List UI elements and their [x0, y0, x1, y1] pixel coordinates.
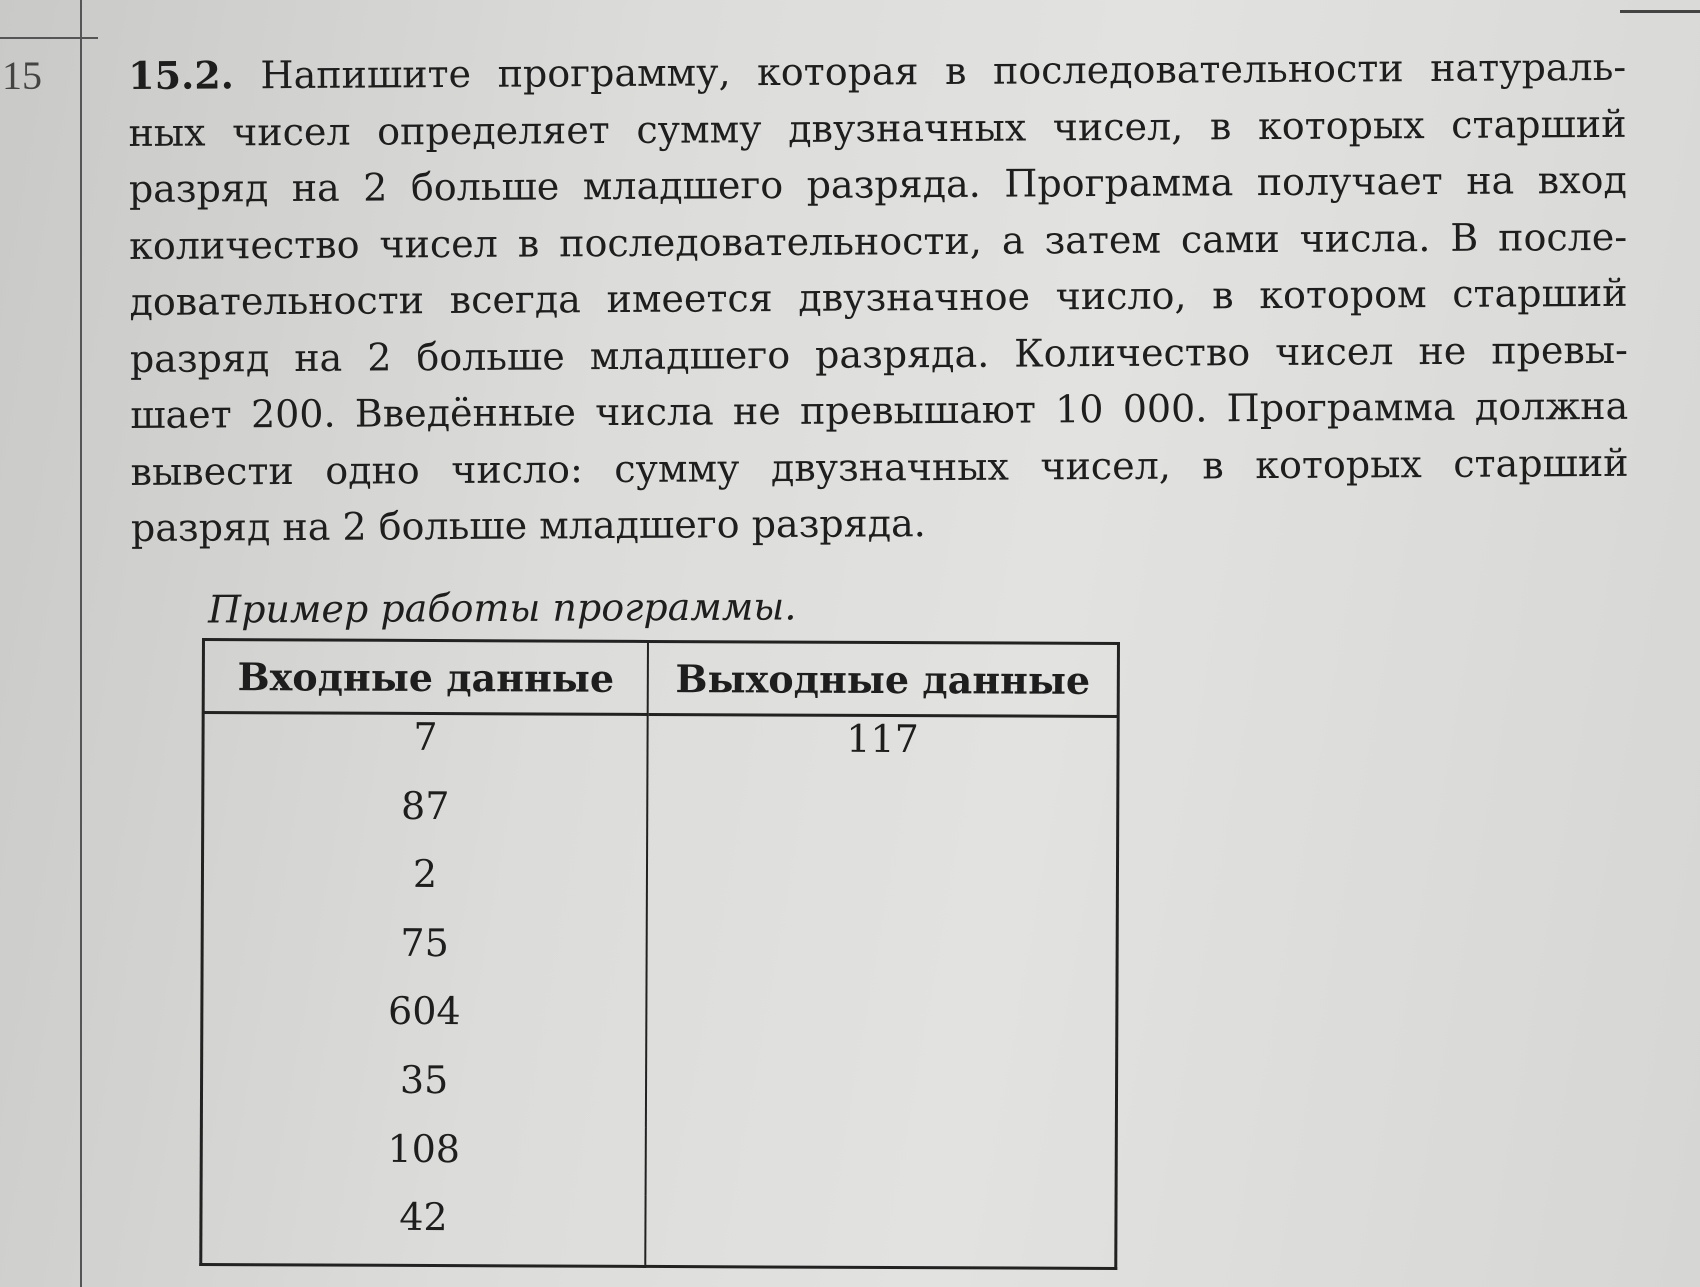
table-row: 7 117 [202, 712, 1119, 1269]
input-cell: 7 [202, 712, 648, 785]
table-header-row: Входные данные Выходные данные [203, 639, 1119, 717]
task-text: 15.2. Напишите программу, которая в посл… [128, 39, 1629, 557]
task-line: ных чисел определяет сумму двузначных чи… [128, 101, 1627, 155]
input-cell: 604 [201, 988, 647, 1059]
output-cell: 117 [645, 714, 1119, 1269]
section-number: 15 [2, 53, 42, 98]
task-line: вывести одно число: сумму двузначных чис… [130, 440, 1629, 494]
task-line: разряд на 2 больше младшего разряда. Про… [128, 157, 1627, 211]
header-output: Выходные данные [647, 641, 1119, 717]
task-line: довательности всегда имеется двузначное … [129, 270, 1628, 324]
margin-rule [80, 0, 82, 1287]
task-line: разряд на 2 больше младшего разряда. Кол… [129, 327, 1629, 381]
margin-rule-top [0, 37, 98, 39]
input-cell: 35 [201, 1056, 647, 1128]
task-line: разряд на 2 больше младшего разряда. [130, 501, 926, 550]
example-table: Входные данные Выходные данные 7 117 87 2 75… [199, 638, 1120, 1270]
task-number: 15.2. [128, 52, 235, 98]
example-caption: Пример работы программы. [207, 584, 797, 632]
task-line: количество чисел в последовательности, а… [129, 214, 1628, 268]
header-input: Входные данные [203, 639, 648, 715]
task-line: шает 200. Введённые числа не превышают 1… [130, 383, 1629, 437]
input-cell: 87 [202, 782, 648, 854]
top-right-rule [1620, 10, 1700, 13]
input-cell: 2 [202, 851, 648, 922]
task-line: 15.2. Напишите программу, которая в посл… [128, 39, 1626, 105]
task-line-text: Напишите программу, которая в последоват… [260, 44, 1627, 98]
input-cell: 42 [200, 1194, 646, 1267]
input-cell: 75 [201, 919, 647, 991]
input-cell: 108 [201, 1125, 646, 1197]
